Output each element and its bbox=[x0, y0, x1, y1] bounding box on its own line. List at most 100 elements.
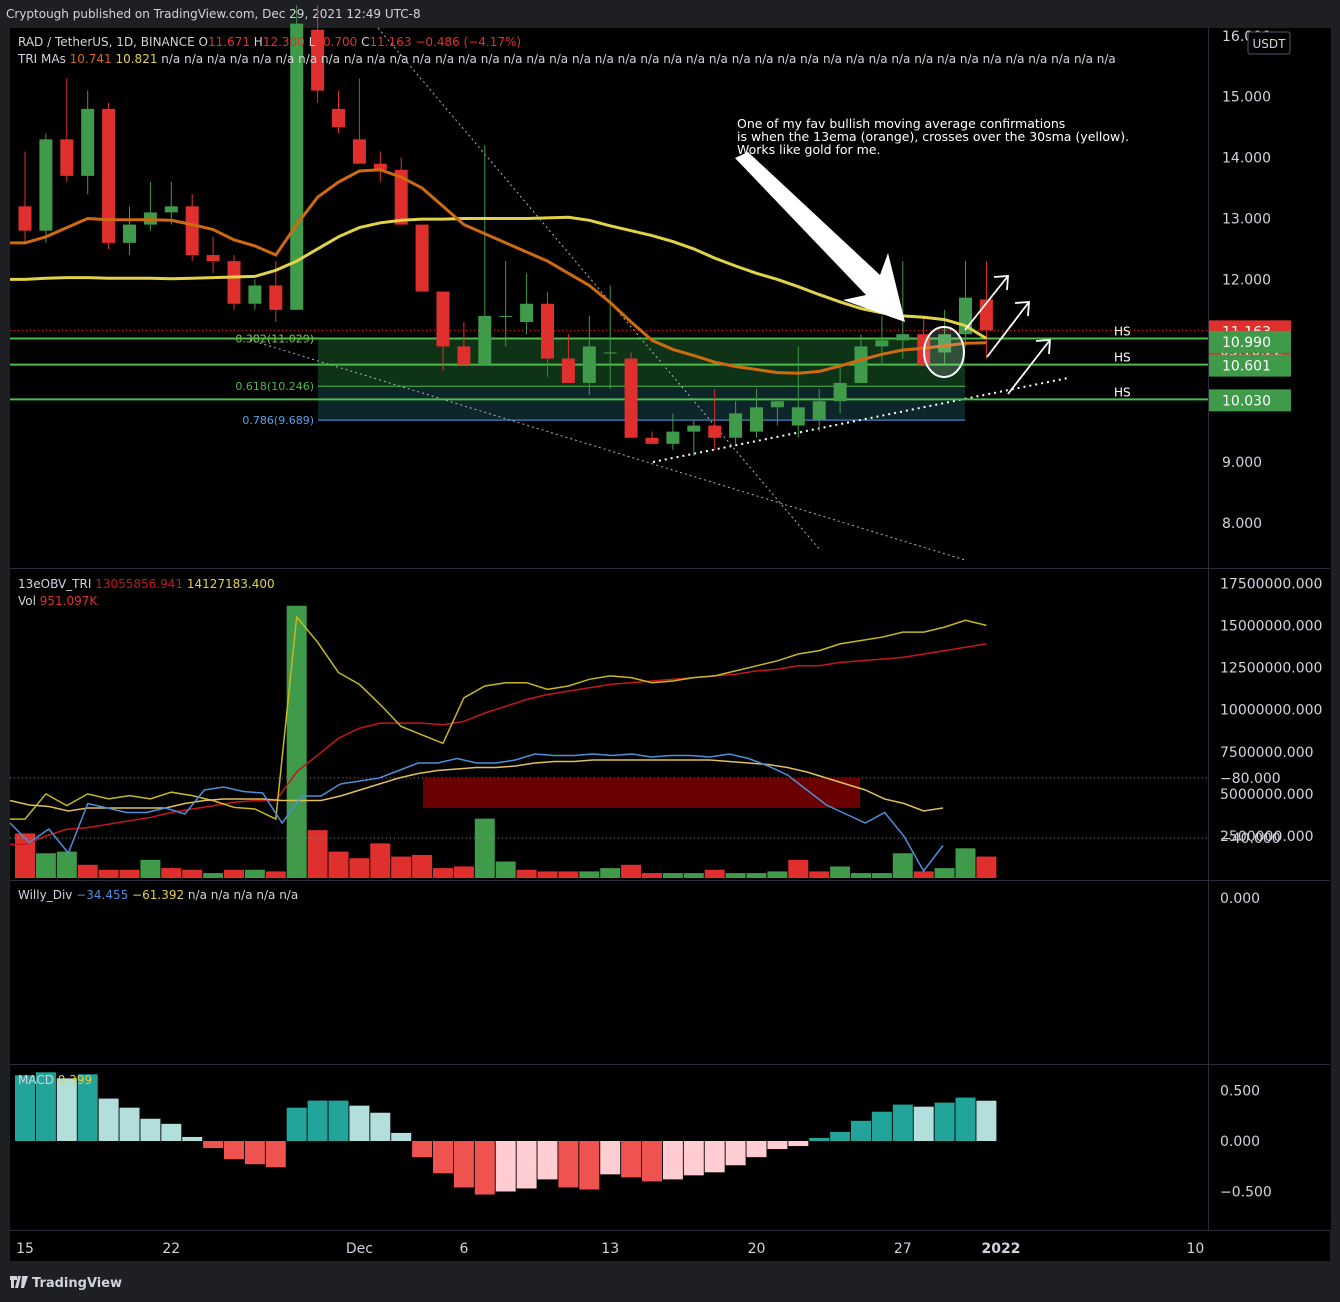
macd-histogram-bar bbox=[453, 1141, 474, 1188]
macd-histogram-bar bbox=[328, 1100, 349, 1141]
candle bbox=[457, 322, 471, 365]
bullish-arrow bbox=[986, 301, 1030, 358]
macd-histogram-bar bbox=[746, 1141, 767, 1158]
volume-bar bbox=[809, 871, 830, 878]
candle bbox=[39, 133, 53, 243]
candle-body bbox=[645, 437, 659, 444]
footer: TradingView bbox=[0, 1262, 1340, 1302]
macd-histogram-bar bbox=[621, 1141, 642, 1178]
bullish-arrow-head bbox=[1014, 301, 1030, 317]
time-axis-tick: 13 bbox=[601, 1241, 619, 1257]
bullish-arrow bbox=[1007, 339, 1051, 395]
legend-open: 11.671 bbox=[208, 35, 254, 49]
candle bbox=[708, 389, 722, 450]
macd-histogram-bar bbox=[98, 1098, 119, 1141]
macd-histogram-bar bbox=[15, 1075, 35, 1141]
legend-low: 10.700 bbox=[315, 35, 361, 49]
volume-bar bbox=[913, 871, 934, 878]
willy-legend-name: Willy_Div bbox=[18, 888, 76, 902]
candle bbox=[436, 291, 450, 371]
macd-histogram-bar bbox=[77, 1074, 98, 1141]
volume-bar bbox=[140, 859, 161, 878]
candle bbox=[60, 78, 74, 182]
candle-body bbox=[311, 29, 325, 91]
volume-bar bbox=[77, 864, 98, 878]
obv-axis-tick: 5000000.000 bbox=[1220, 787, 1314, 803]
candle-body bbox=[185, 206, 199, 256]
chart-canvas[interactable]: 0.382(11.029)0.618(10.246)0.786(9.689)HS… bbox=[0, 0, 1340, 1262]
tradingview-logo[interactable]: TradingView bbox=[10, 1276, 122, 1291]
candle-body bbox=[854, 346, 868, 383]
macd-pane: 0.500 0.000 −0.500 MACD 0.399 bbox=[15, 1072, 1272, 1201]
volume-bar bbox=[412, 854, 433, 878]
candle-body bbox=[791, 407, 805, 426]
willy-line bbox=[9, 753, 944, 873]
macd-histogram-bar bbox=[600, 1141, 621, 1175]
time-axis-background bbox=[10, 1231, 1330, 1261]
candle-body bbox=[770, 401, 784, 408]
obv-axis-tick: 7500000.000 bbox=[1220, 745, 1314, 761]
legend-low-label: L bbox=[309, 35, 316, 49]
candle bbox=[812, 389, 826, 432]
annotation-note-line: is when the 13ema (orange), crosses over… bbox=[737, 129, 1129, 144]
fib-zone-lower bbox=[318, 386, 965, 421]
crossover-highlight-circle bbox=[923, 326, 965, 378]
candle-body bbox=[624, 358, 638, 438]
annotation-note-line: Works like gold for me. bbox=[737, 142, 881, 157]
price-axis-tick: 9.000 bbox=[1222, 455, 1262, 471]
volume-bar bbox=[35, 853, 56, 878]
macd-histogram-bar bbox=[224, 1141, 244, 1160]
brand-name: TradingView bbox=[32, 1276, 123, 1291]
candle-body bbox=[938, 334, 952, 353]
bullish-arrow-head bbox=[993, 275, 1009, 291]
volume-bar bbox=[244, 869, 265, 878]
publish-info: Cryptough published on TradingView.com, … bbox=[6, 7, 421, 21]
candle-body bbox=[603, 352, 617, 354]
bullish-arrow-shaft bbox=[1007, 339, 1051, 395]
time-axis-tick: 20 bbox=[748, 1241, 766, 1257]
volume-bar bbox=[224, 869, 244, 878]
macd-histogram-bar bbox=[683, 1141, 704, 1176]
volume-bar bbox=[600, 868, 621, 878]
ma-legend-sma: 10.821 bbox=[115, 52, 161, 66]
annotation-note-line: One of my fav bullish moving average con… bbox=[737, 116, 1065, 131]
candle-body bbox=[729, 413, 743, 438]
willy-legend: Willy_Div −34.455 −61.392 n/a n/a n/a n/… bbox=[18, 888, 298, 902]
willy-legend-rest: n/a n/a n/a n/a n/a bbox=[188, 888, 298, 902]
candle bbox=[645, 431, 659, 444]
willy-legend-v2: −61.392 bbox=[132, 888, 188, 902]
candle bbox=[332, 90, 345, 134]
candle bbox=[624, 352, 638, 438]
volume-bar bbox=[830, 866, 851, 878]
volume-bar bbox=[98, 869, 119, 878]
willy-pane: 0.000 −40.000 −80.000 Willy_Div −34.455 −61… bbox=[9, 753, 1281, 907]
volume-bar bbox=[391, 856, 412, 878]
willy-axis-tick: −40.000 bbox=[1220, 831, 1281, 847]
obv-legend-name: 13eOBV_TRI bbox=[18, 577, 95, 591]
obv-axis-tick: 10000000.000 bbox=[1220, 703, 1322, 719]
obv-axis-tick: 17500000.000 bbox=[1220, 576, 1322, 592]
macd-histogram-bar bbox=[433, 1141, 453, 1174]
candle-body bbox=[478, 315, 492, 365]
macd-histogram-bar bbox=[56, 1078, 77, 1141]
time-axis-tick: Dec bbox=[346, 1241, 373, 1257]
currency-box bbox=[1247, 31, 1291, 55]
time-axis-tick: 10 bbox=[1186, 1241, 1204, 1257]
candle bbox=[206, 236, 220, 274]
macd-histogram-bar bbox=[495, 1141, 516, 1192]
candle-body bbox=[833, 382, 847, 402]
legend-close-label: C bbox=[361, 35, 369, 49]
volume-bar bbox=[119, 869, 140, 878]
price-tag bbox=[1209, 354, 1291, 377]
candle-body bbox=[248, 285, 262, 304]
macd-histogram-bar bbox=[851, 1120, 871, 1141]
volume-bar bbox=[161, 868, 182, 878]
candle bbox=[227, 255, 241, 310]
trendline-descending-1 bbox=[377, 27, 821, 551]
candle-body bbox=[541, 303, 554, 359]
candle bbox=[896, 261, 910, 359]
macd-histogram-bar bbox=[349, 1105, 370, 1141]
time-axis-tick: 15 bbox=[16, 1241, 34, 1257]
time-axis-tick: 2022 bbox=[982, 1241, 1021, 1257]
